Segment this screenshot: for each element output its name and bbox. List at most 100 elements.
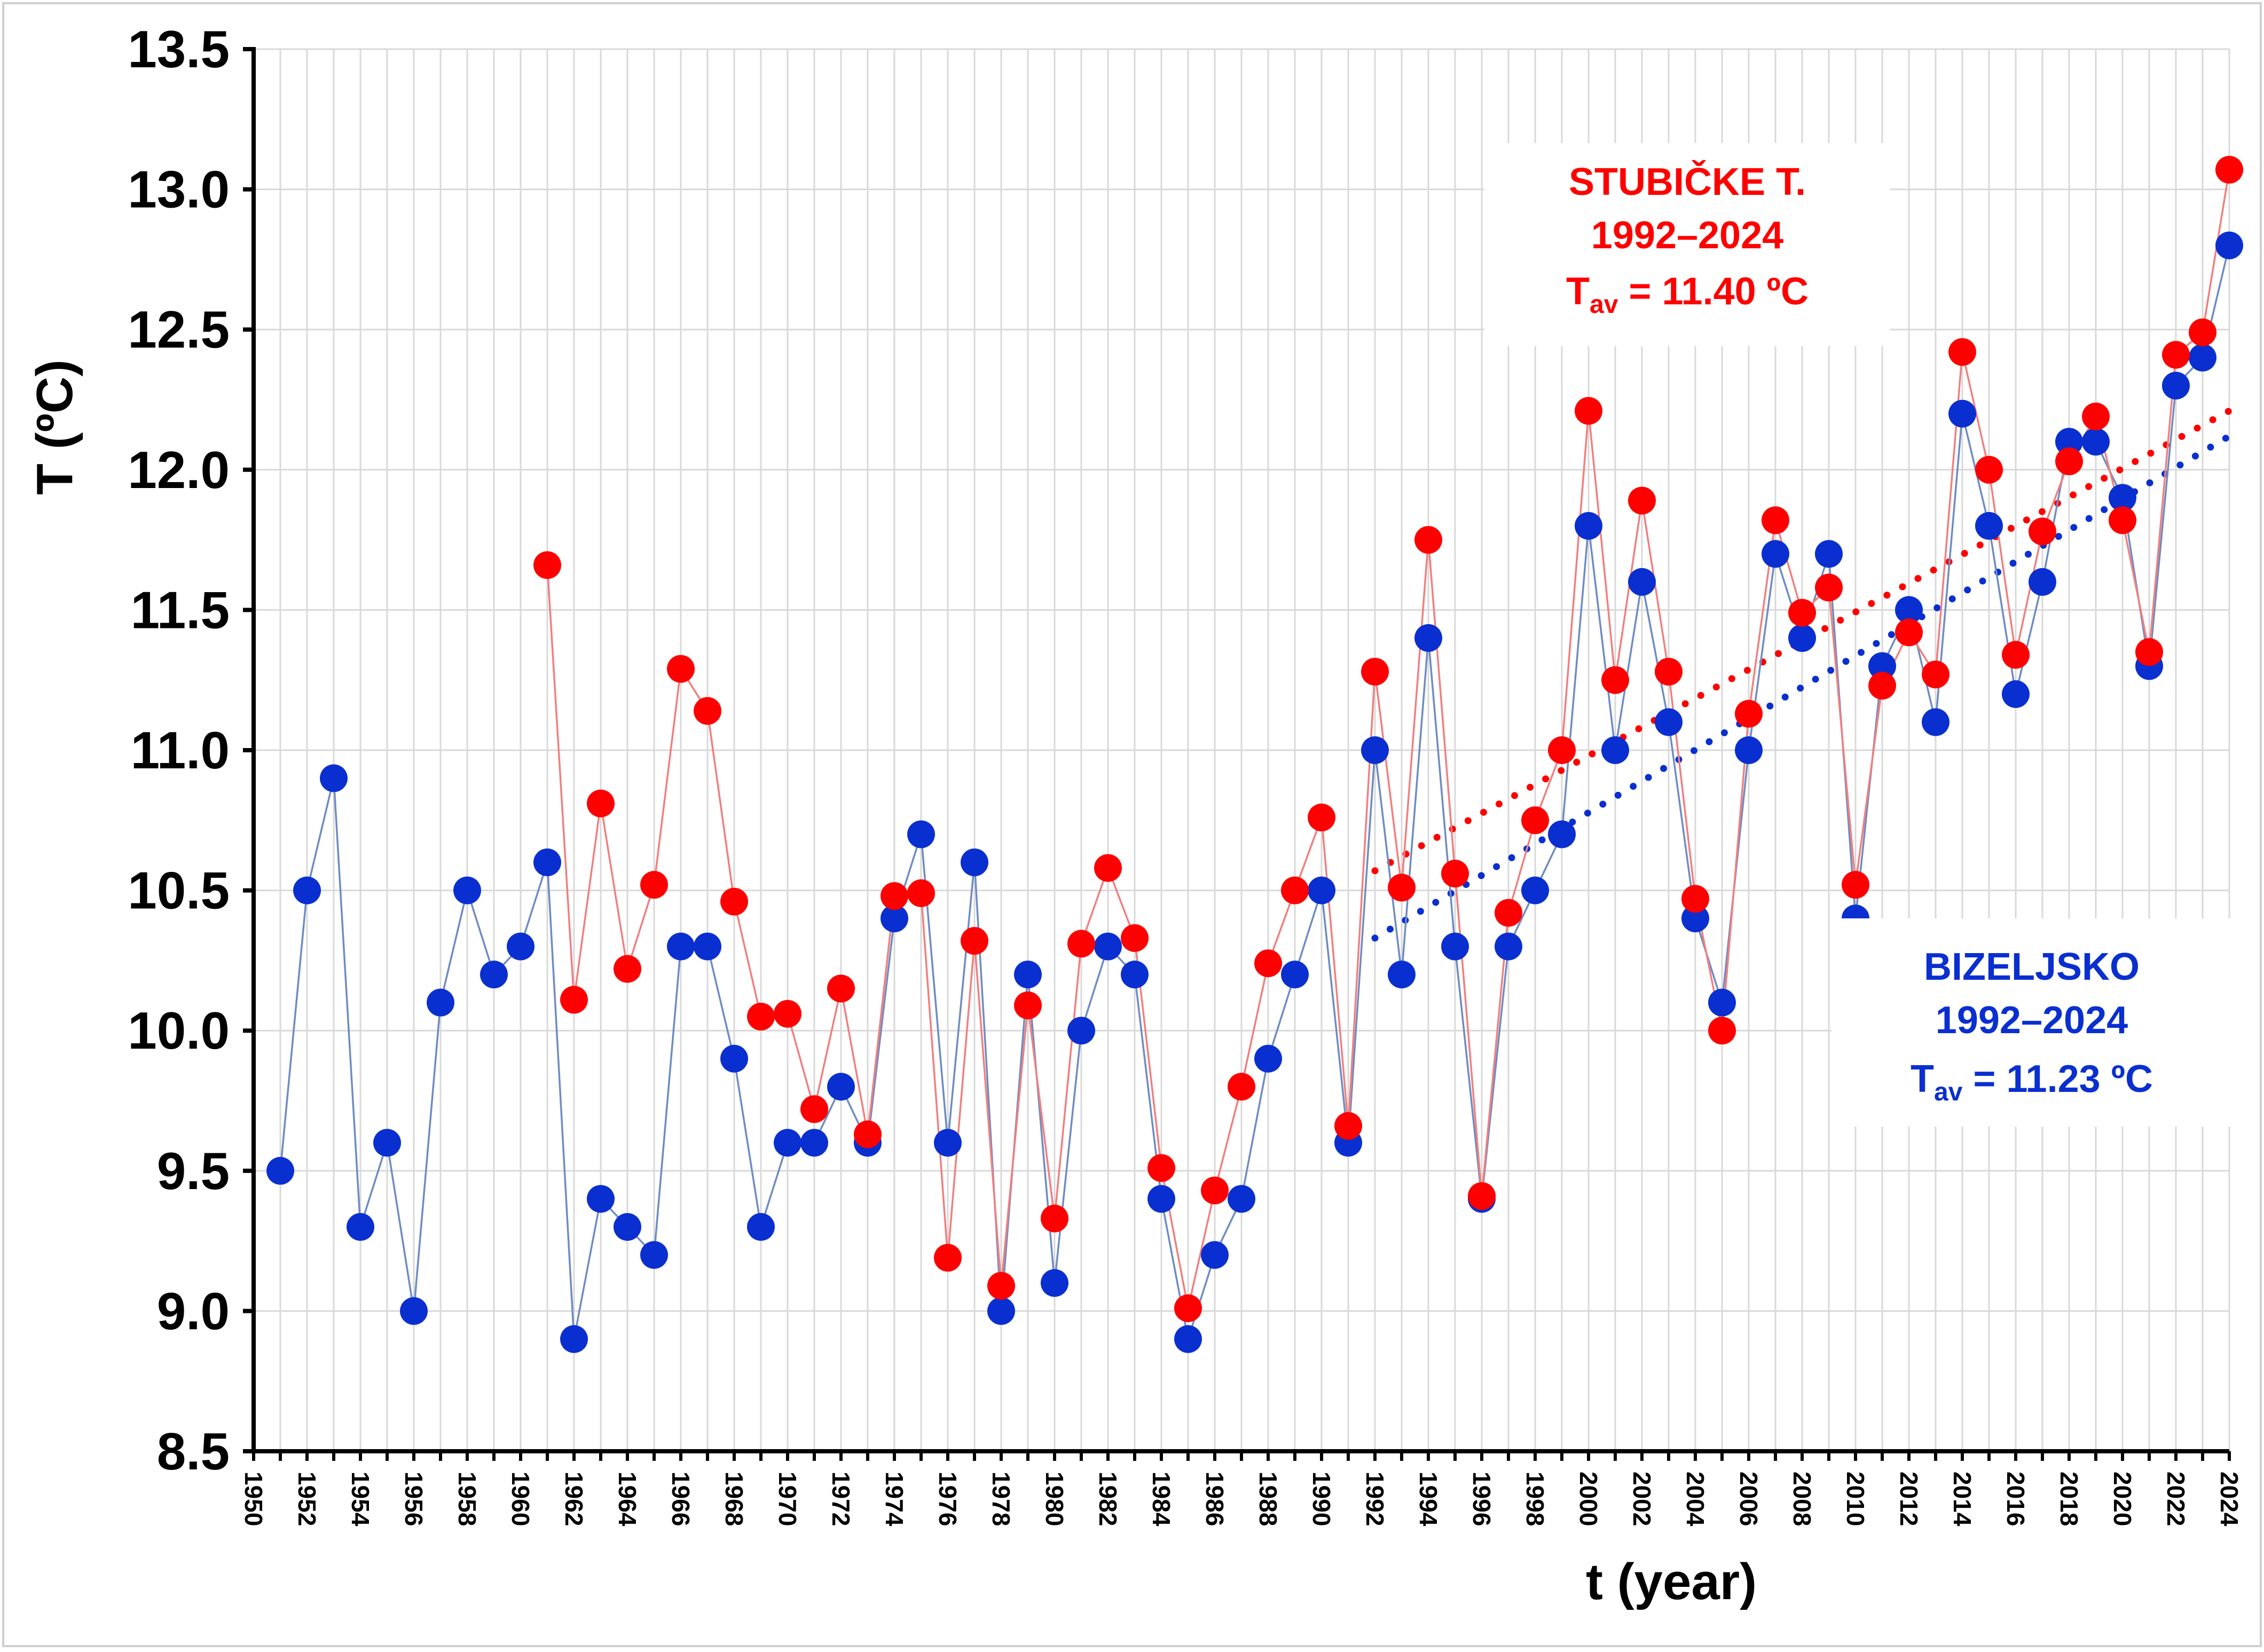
stubicke-point bbox=[1922, 660, 1949, 689]
bizeljsko-point bbox=[1975, 512, 2003, 540]
y-tick-label: 10.0 bbox=[128, 1001, 230, 1060]
x-tick-label: 2012 bbox=[1895, 1472, 1923, 1526]
stubicke-point bbox=[1975, 455, 2003, 484]
bizeljsko-point bbox=[1041, 1269, 1068, 1297]
series-line-stubicke bbox=[546, 169, 2230, 1309]
x-tick-label: 2002 bbox=[1628, 1472, 1656, 1526]
x-tick-label: 2018 bbox=[2055, 1472, 2083, 1526]
stubicke-point bbox=[1254, 949, 1282, 978]
bizeljsko-point bbox=[2215, 231, 2243, 259]
bizeljsko-point bbox=[1308, 876, 1335, 904]
x-tick-label: 1992 bbox=[1361, 1472, 1389, 1526]
bizeljsko-point bbox=[1388, 961, 1416, 989]
bizeljsko-point bbox=[881, 904, 908, 933]
stubicke-point bbox=[1815, 573, 1843, 602]
bizeljsko-point bbox=[1521, 876, 1549, 904]
x-tick-label: 2010 bbox=[1842, 1472, 1869, 1526]
x-tick-label: 1986 bbox=[1201, 1472, 1229, 1526]
stubicke-point bbox=[1441, 860, 1469, 888]
stubicke-point bbox=[854, 1120, 882, 1148]
x-tick-label: 2020 bbox=[2109, 1472, 2136, 1526]
bizeljsko-point bbox=[720, 1044, 748, 1073]
stubicke-point bbox=[2055, 447, 2083, 476]
bizeljsko-point bbox=[1201, 1241, 1229, 1269]
bizeljsko-point bbox=[1254, 1044, 1282, 1073]
bizeljsko-point bbox=[1121, 961, 1149, 989]
x-tick-label: 1962 bbox=[560, 1472, 588, 1526]
bizeljsko-average-subscript: av bbox=[1934, 1078, 1963, 1106]
bizeljsko-point bbox=[2055, 428, 2083, 456]
stubicke-point bbox=[1308, 804, 1335, 832]
x-tick-label: 1980 bbox=[1041, 1472, 1068, 1526]
stubicke-annotation: STUBIČKE T. 1992–2024 Tav = 11.40 ºC bbox=[1484, 143, 1890, 346]
bizeljsko-period: 1992–2024 bbox=[1936, 999, 2128, 1042]
bizeljsko-point bbox=[961, 848, 988, 877]
x-tick-label: 2024 bbox=[2215, 1472, 2243, 1527]
y-tick-label: 12.0 bbox=[128, 440, 230, 499]
bizeljsko-point bbox=[1895, 596, 1923, 624]
bizeljsko-average-symbol: T bbox=[1911, 1058, 1934, 1100]
x-tick-label: 1956 bbox=[400, 1472, 428, 1526]
stubicke-point bbox=[2189, 318, 2216, 347]
stubicke-point bbox=[987, 1272, 1015, 1300]
stubicke-point bbox=[827, 974, 855, 1003]
stubicke-point bbox=[533, 551, 561, 579]
stubicke-point bbox=[1041, 1205, 1068, 1233]
y-tick-label: 9.5 bbox=[157, 1142, 230, 1200]
stubicke-point bbox=[934, 1244, 962, 1272]
stubicke-point bbox=[1628, 486, 1656, 515]
bizeljsko-point bbox=[1174, 1325, 1202, 1353]
stubicke-point bbox=[1681, 885, 1709, 913]
bizeljsko-point bbox=[614, 1213, 641, 1241]
bizeljsko-point bbox=[1548, 820, 1576, 848]
bizeljsko-point bbox=[2002, 680, 2030, 708]
bizeljsko-point bbox=[1495, 932, 1522, 961]
stubicke-point bbox=[1121, 924, 1149, 952]
bizeljsko-point bbox=[400, 1297, 428, 1325]
stubicke-point bbox=[2082, 403, 2110, 431]
stubicke-point bbox=[1735, 699, 1763, 728]
x-tick-label: 1960 bbox=[507, 1472, 534, 1526]
stubicke-point bbox=[1948, 338, 1976, 366]
stubicke-average: Tav = 11.40 ºC bbox=[1566, 270, 1809, 319]
x-tick-label: 1950 bbox=[240, 1472, 268, 1526]
stubicke-point bbox=[2162, 341, 2190, 369]
bizeljsko-point bbox=[1067, 1017, 1095, 1045]
bizeljsko-point bbox=[347, 1213, 374, 1241]
x-tick-label: 1978 bbox=[987, 1472, 1015, 1526]
x-tick-label: 2014 bbox=[1948, 1472, 1976, 1527]
x-tick-label: 1976 bbox=[934, 1472, 962, 1526]
bizeljsko-point bbox=[1228, 1185, 1255, 1213]
bizeljsko-point bbox=[747, 1213, 775, 1241]
bizeljsko-point bbox=[1815, 540, 1843, 568]
stubicke-point bbox=[1388, 874, 1416, 902]
stubicke-point bbox=[2002, 641, 2030, 669]
x-tick-label: 1966 bbox=[667, 1472, 695, 1526]
bizeljsko-point bbox=[1281, 961, 1309, 989]
bizeljsko-point bbox=[2109, 484, 2136, 512]
bizeljsko-point bbox=[907, 820, 935, 848]
bizeljsko-point bbox=[1094, 932, 1122, 961]
x-tick-label: 1988 bbox=[1254, 1472, 1282, 1526]
stubicke-point bbox=[907, 879, 935, 907]
bizeljsko-point bbox=[2082, 428, 2110, 456]
stubicke-point bbox=[1655, 657, 1683, 686]
bizeljsko-point bbox=[1441, 932, 1469, 961]
bizeljsko-point bbox=[1414, 624, 1442, 652]
bizeljsko-point bbox=[1948, 399, 1976, 428]
y-tick-label: 9.0 bbox=[157, 1281, 230, 1340]
stubicke-point bbox=[1708, 1017, 1736, 1045]
stubicke-point bbox=[1521, 806, 1549, 835]
stubicke-point bbox=[1601, 666, 1629, 694]
bizeljsko-point bbox=[1014, 961, 1042, 989]
x-tick-label: 1952 bbox=[293, 1472, 321, 1526]
stubicke-point bbox=[1094, 854, 1122, 882]
stubicke-point bbox=[2029, 517, 2056, 546]
stubicke-point bbox=[1495, 899, 1522, 927]
x-tick-label: 1954 bbox=[347, 1472, 374, 1527]
bizeljsko-point bbox=[587, 1185, 615, 1213]
bizeljsko-average: Tav = 11.23 ºC bbox=[1911, 1058, 2153, 1106]
bizeljsko-annotation-box bbox=[1831, 918, 2237, 1127]
stubicke-point bbox=[881, 882, 908, 910]
